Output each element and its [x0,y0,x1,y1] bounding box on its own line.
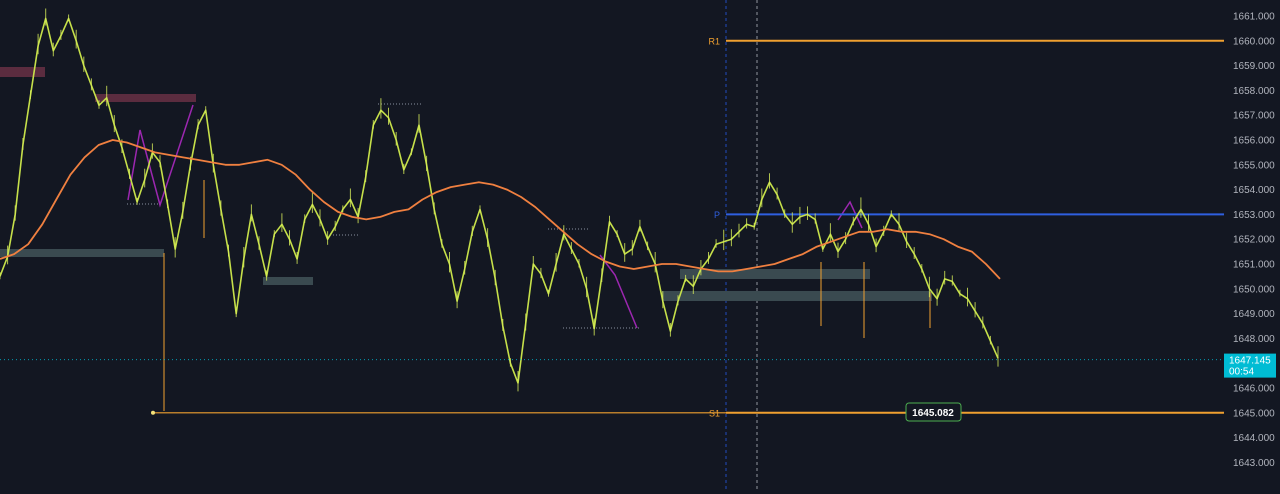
structure-line-1 [127,104,194,208]
price-tick-label: 1649.000 [1233,309,1275,320]
price-tick-label: 1658.000 [1233,86,1275,97]
last-price-box [1224,353,1276,378]
demand-zone-4 [662,291,932,301]
swing-markers [127,103,640,329]
supply-zone-2 [95,94,196,102]
price-tick-label: 1643.000 [1233,458,1275,469]
s1-value-badge: 1645.082 [905,402,962,422]
demand-zone-3 [680,269,870,279]
price-tick-label: 1644.000 [1233,433,1275,444]
level-anchor-dot [151,410,155,415]
price-tick-label: 1654.000 [1233,185,1275,196]
level-label-r1: R1 [708,36,720,46]
price-tick-label: 1660.000 [1233,36,1275,47]
price-tick-label: 1657.000 [1233,111,1275,122]
series-group [0,8,1001,392]
price-tick-label: 1646.000 [1233,384,1275,395]
price-axis-panel[interactable] [1224,0,1280,489]
signal-markers [163,180,931,411]
price-tick-label: 1652.000 [1233,235,1275,246]
s1-value-badge-box [905,402,962,422]
price-tick-label: 1659.000 [1233,61,1275,72]
price-tick-label: 1656.000 [1233,136,1275,147]
pivot-levels: R1 P S1 [151,36,1224,418]
price-tick-label: 1645.000 [1233,408,1275,419]
last-price-badge[interactable]: 1647.145 00:54 [1224,353,1276,378]
supply-zone-1 [0,67,45,77]
price-tick-label: 1651.000 [1233,260,1275,271]
demand-zone-2 [263,277,313,285]
price-line[interactable] [0,17,999,384]
level-label-s1: S1 [709,408,720,418]
price-tick-label: 1655.000 [1233,160,1275,171]
last-price-value: 1647.145 [1229,356,1271,367]
level-label-p: P [714,210,720,220]
price-tick-label: 1661.000 [1233,12,1275,23]
moving-average-line[interactable] [0,139,1001,280]
s1-value-text: 1645.082 [912,408,954,419]
bar-countdown: 00:54 [1229,367,1254,378]
price-tick-label: 1648.000 [1233,334,1275,345]
price-tick-label: 1650.000 [1233,284,1275,295]
demand-zone-1 [0,249,164,257]
price-tick-label: 1653.000 [1233,210,1275,221]
zones [0,67,932,301]
